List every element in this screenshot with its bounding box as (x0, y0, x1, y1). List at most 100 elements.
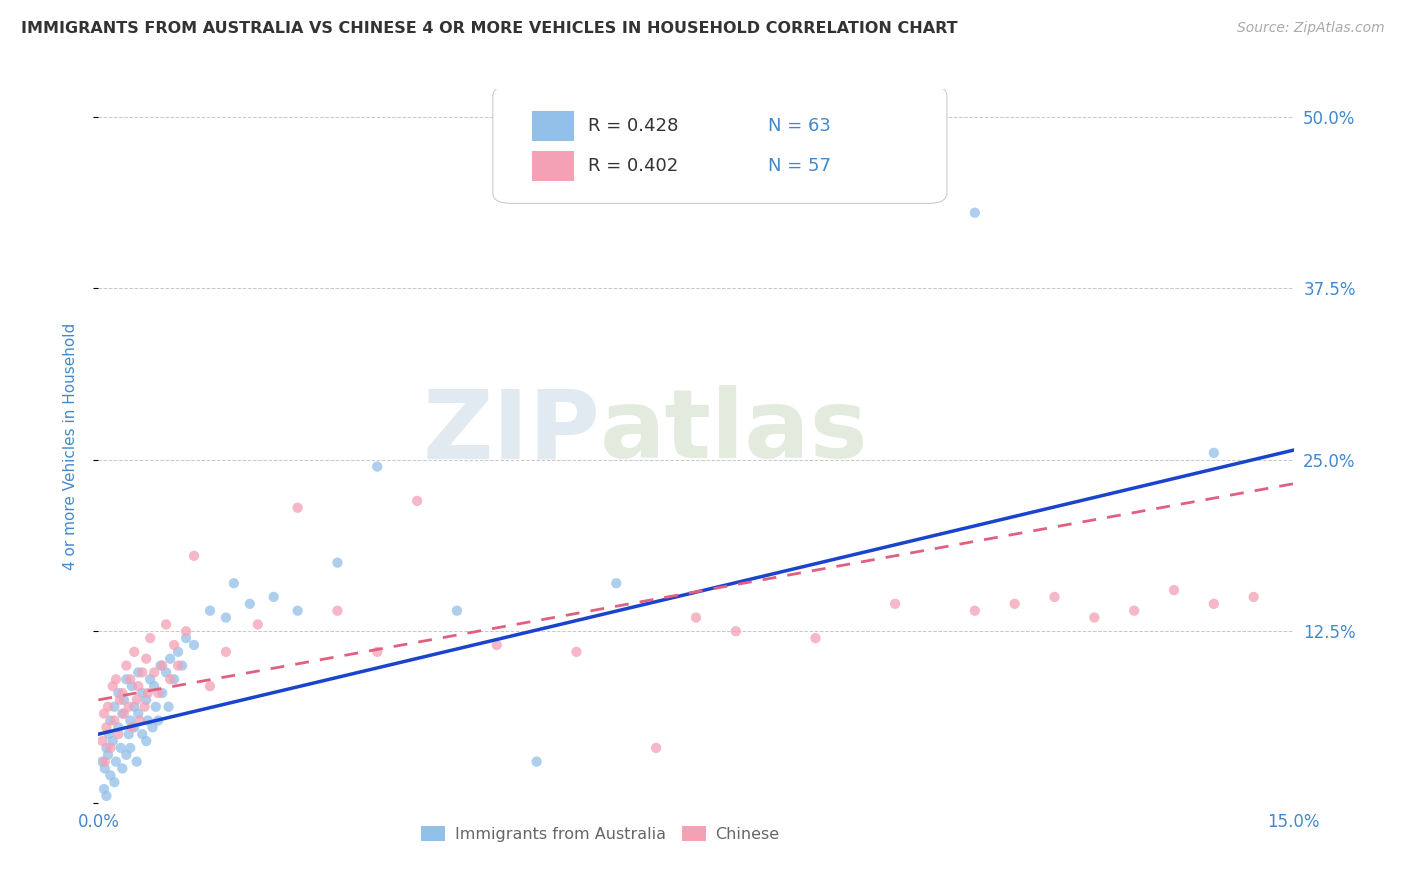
Point (142, 720, 165, 734)
Point (485, 638, 508, 652)
Text: Source: ZipAtlas.com: Source: ZipAtlas.com (1237, 21, 1385, 35)
Point (366, 459, 388, 474)
FancyBboxPatch shape (494, 86, 948, 203)
Point (115, 747, 138, 762)
Point (124, 720, 146, 734)
Point (121, 720, 143, 734)
Point (98, 714, 122, 728)
Point (163, 638, 186, 652)
Point (128, 714, 150, 728)
Point (1043, 590, 1066, 604)
Point (149, 658, 172, 673)
Point (605, 576, 627, 591)
Point (157, 699, 180, 714)
Point (446, 604, 468, 618)
Point (215, 610, 238, 624)
Point (263, 590, 285, 604)
Point (150, 686, 173, 700)
Point (115, 658, 138, 673)
Point (136, 714, 159, 728)
Point (287, 500, 309, 515)
Point (103, 714, 125, 728)
Point (125, 755, 148, 769)
Point (1083, 610, 1105, 624)
Point (120, 740, 142, 755)
Point (526, 755, 548, 769)
Point (120, 714, 142, 728)
Point (172, 658, 194, 673)
Point (215, 645, 238, 659)
Point (366, 645, 388, 659)
Point (143, 665, 166, 680)
Point (1123, 604, 1146, 618)
Point (110, 740, 132, 755)
Point (125, 693, 148, 707)
Y-axis label: 4 or more Vehicles in Household: 4 or more Vehicles in Household (63, 322, 77, 570)
Point (963, 604, 986, 618)
Point (115, 673, 138, 687)
Point (198, 679, 221, 693)
Point (159, 673, 181, 687)
Point (124, 699, 146, 714)
Point (112, 693, 135, 707)
Text: atlas: atlas (600, 385, 869, 478)
Text: ZIP: ZIP (422, 385, 600, 478)
Point (120, 673, 142, 687)
Point (131, 665, 153, 680)
Point (884, 597, 907, 611)
Text: N = 57: N = 57 (768, 157, 831, 175)
Point (127, 706, 149, 721)
Point (111, 762, 134, 776)
Point (118, 727, 141, 741)
Point (93, 706, 115, 721)
Point (150, 658, 173, 673)
Point (287, 604, 309, 618)
Point (143, 679, 166, 693)
Point (111, 686, 134, 700)
Point (198, 604, 221, 618)
Point (1163, 583, 1185, 598)
Point (136, 686, 159, 700)
Point (96, 789, 118, 803)
FancyBboxPatch shape (533, 111, 574, 141)
Point (97, 699, 120, 714)
Point (148, 714, 170, 728)
Point (183, 549, 205, 563)
Point (101, 679, 124, 693)
FancyBboxPatch shape (533, 151, 574, 180)
Point (326, 556, 349, 570)
Point (107, 727, 129, 741)
Point (1202, 597, 1225, 611)
Point (406, 494, 429, 508)
Point (93, 782, 115, 797)
Point (96, 720, 118, 734)
Point (1004, 597, 1026, 611)
Point (94, 755, 117, 769)
Point (96, 740, 118, 755)
Point (103, 699, 125, 714)
Point (94, 762, 117, 776)
Point (124, 645, 146, 659)
Point (963, 205, 986, 219)
Point (167, 645, 190, 659)
Point (159, 651, 181, 665)
Point (101, 734, 124, 748)
Point (148, 686, 170, 700)
Point (98, 768, 122, 782)
Point (91, 755, 114, 769)
Point (127, 679, 149, 693)
Point (112, 706, 135, 721)
Point (565, 645, 588, 659)
Point (111, 706, 134, 721)
Point (135, 693, 157, 707)
Point (118, 699, 141, 714)
Point (135, 651, 157, 665)
Point (167, 658, 190, 673)
Point (1202, 446, 1225, 460)
Point (724, 624, 747, 639)
Point (91, 734, 114, 748)
Point (1243, 590, 1265, 604)
Point (183, 638, 205, 652)
Point (145, 699, 167, 714)
Text: R = 0.428: R = 0.428 (589, 117, 679, 135)
